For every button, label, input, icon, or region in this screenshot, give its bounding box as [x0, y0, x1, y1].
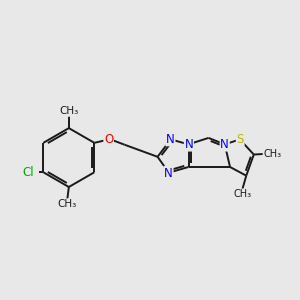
Text: O: O [104, 133, 113, 146]
Text: N: N [184, 138, 193, 151]
Text: CH₃: CH₃ [263, 149, 281, 159]
Text: CH₃: CH₃ [60, 106, 79, 116]
Text: CH₃: CH₃ [233, 189, 251, 199]
Text: S: S [236, 133, 244, 146]
Text: N: N [164, 167, 173, 179]
Text: Cl: Cl [22, 166, 34, 179]
Text: CH₃: CH₃ [57, 199, 76, 209]
Text: N: N [220, 138, 229, 151]
Text: N: N [166, 133, 175, 146]
